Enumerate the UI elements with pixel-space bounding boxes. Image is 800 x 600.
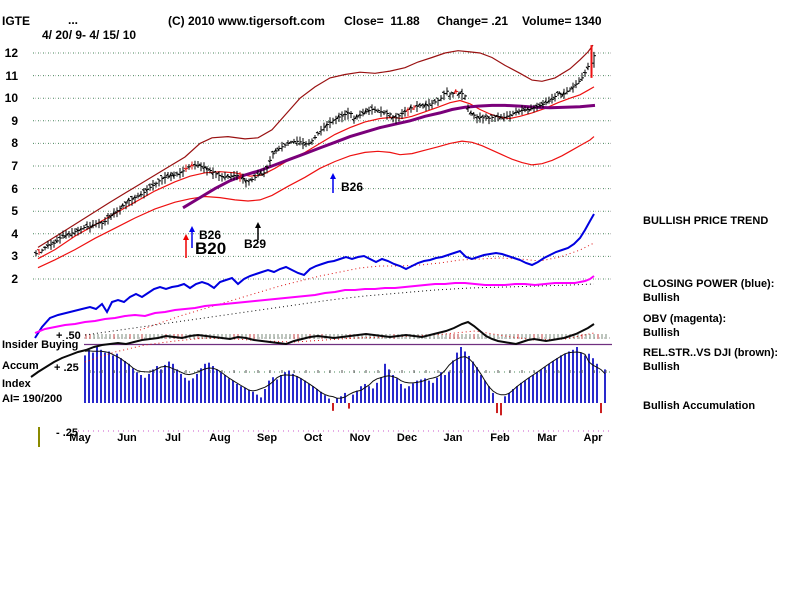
obv-block: OBV (magenta): Bullish xyxy=(643,312,726,340)
month-label-aug: Aug xyxy=(209,432,231,444)
month-label-apr: Apr xyxy=(583,432,603,444)
price-tick-10: 10 xyxy=(4,91,18,106)
signal-label-b26-3: B26 xyxy=(341,180,364,194)
price-tick-2: 2 xyxy=(11,272,18,286)
month-label-may: May xyxy=(69,432,91,444)
volume-value: Volume= 1340 xyxy=(522,14,602,28)
closing-power-block: CLOSING POWER (blue): Bullish xyxy=(643,277,774,305)
price-tick-3: 3 xyxy=(11,249,18,264)
rel-str-status: Bullish xyxy=(643,361,680,373)
month-label-oct: Oct xyxy=(303,432,323,444)
price-and-indicator-chart xyxy=(30,44,612,447)
accum-label: Accum xyxy=(2,360,39,372)
price-tick-7: 7 xyxy=(11,159,18,173)
rel-str-block: REL.STR..VS DJI (brown): Bullish xyxy=(643,346,778,374)
minus25-label: - .25 xyxy=(56,427,79,439)
obv-title: OBV (magenta): xyxy=(643,313,727,325)
close-value: Close= 11.88 xyxy=(344,14,420,28)
price-tick-4: 4 xyxy=(11,226,18,241)
obv-status: Bullish xyxy=(643,327,680,339)
index-label: Index xyxy=(2,378,31,390)
price-tick-5: 5 xyxy=(11,204,18,219)
signal-label-b20-1: B20 xyxy=(195,239,227,258)
plus50-label: + .50 xyxy=(56,330,81,342)
price-trend-verdict: BULLISH PRICE TREND xyxy=(643,215,769,227)
month-label-jun: Jun xyxy=(117,432,137,444)
price-tick-11: 11 xyxy=(5,68,18,83)
plus25-label: + .25 xyxy=(54,362,79,374)
price-tick-12: 12 xyxy=(4,46,18,60)
copyright-text: (C) 2010 www.tigersoft.com xyxy=(168,14,325,28)
closing-power-status: Bullish xyxy=(643,292,680,304)
closing-power-title: CLOSING POWER (blue): xyxy=(643,278,775,290)
date-range: 4/ 20/ 9- 4/ 15/ 10 xyxy=(42,28,137,42)
signal-label-b26-0: B26 xyxy=(199,228,222,242)
month-label-sep: Sep xyxy=(256,432,278,444)
signal-label-b29-2: B29 xyxy=(244,237,267,251)
month-label-jul: Jul xyxy=(165,432,181,444)
accumulation-verdict: Bullish Accumulation xyxy=(643,400,756,412)
month-label-mar: Mar xyxy=(537,432,557,444)
ticker-symbol: IGTE xyxy=(2,14,31,28)
ticker-dots: ... xyxy=(68,13,79,27)
rel-str-title: REL.STR..VS DJI (brown): xyxy=(643,347,779,359)
price-tick-8: 8 xyxy=(11,136,18,151)
price-tick-6: 6 xyxy=(11,181,18,196)
insider-buying-label: Insider Buying xyxy=(2,339,79,351)
price-tick-9: 9 xyxy=(11,113,18,128)
change-value: Change= .21 xyxy=(437,14,509,28)
month-label-feb: Feb xyxy=(490,432,510,444)
month-label-jan: Jan xyxy=(443,432,463,444)
ai-ratio-label: AI= 190/200 xyxy=(2,393,63,405)
month-label-nov: Nov xyxy=(349,432,371,444)
month-label-dec: Dec xyxy=(396,432,418,444)
